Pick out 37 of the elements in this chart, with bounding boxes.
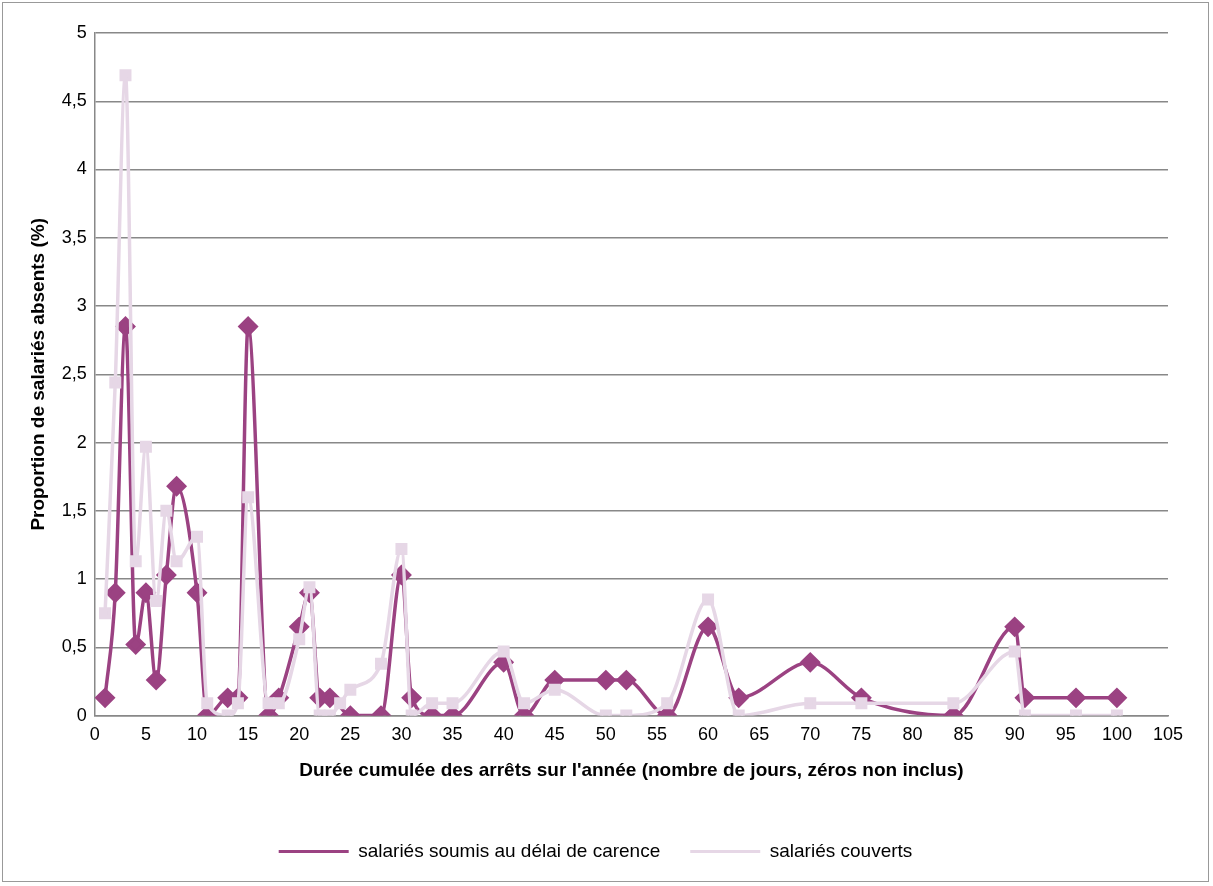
y-tick-label: 2,5: [61, 363, 87, 384]
y-tick-label: 4,5: [61, 90, 87, 111]
x-tick-label: 105: [1152, 724, 1184, 745]
x-tick-label: 10: [187, 724, 208, 745]
y-tick-label: 3,5: [61, 226, 87, 247]
y-tick-label: 2: [76, 431, 87, 452]
x-tick-label: 45: [544, 724, 565, 745]
y-tick-label: 5: [76, 21, 87, 42]
x-tick-label: 35: [442, 724, 463, 745]
x-tick-label: 90: [1004, 724, 1025, 745]
legend-label: salariés soumis au délai de carence: [358, 839, 661, 861]
y-tick-label: 0,5: [61, 636, 87, 657]
x-tick-label: 20: [289, 724, 310, 745]
x-tick-label: 55: [646, 724, 667, 745]
x-axis-title: Durée cumulée des arrêts sur l'année (nombre de jours, zéros non inclus): [299, 758, 964, 780]
x-tick-label: 85: [953, 724, 974, 745]
x-tick-label: 95: [1055, 724, 1076, 745]
x-tick-label: 65: [749, 724, 770, 745]
x-tick-label: 60: [698, 724, 719, 745]
y-tick-label: 4: [76, 158, 87, 179]
x-tick-label: 50: [595, 724, 616, 745]
x-tick-label: 5: [140, 724, 151, 745]
y-tick-label: 3: [76, 295, 87, 316]
x-tick-label: 40: [493, 724, 514, 745]
x-tick-label: 30: [391, 724, 412, 745]
y-axis-title: Proportion de salariés absents (%): [26, 218, 48, 531]
x-tick-label: 75: [851, 724, 872, 745]
y-tick-label: 1,5: [61, 499, 87, 520]
x-tick-label: 25: [340, 724, 361, 745]
y-tick-label: 0: [76, 704, 87, 725]
x-tick-label: 0: [89, 724, 100, 745]
x-tick-label: 100: [1101, 724, 1132, 745]
x-tick-label: 15: [238, 724, 259, 745]
x-tick-label: 70: [800, 724, 821, 745]
legend-label: salariés couverts: [769, 839, 913, 861]
x-tick-label: 80: [902, 724, 923, 745]
y-tick-label: 1: [76, 568, 87, 589]
